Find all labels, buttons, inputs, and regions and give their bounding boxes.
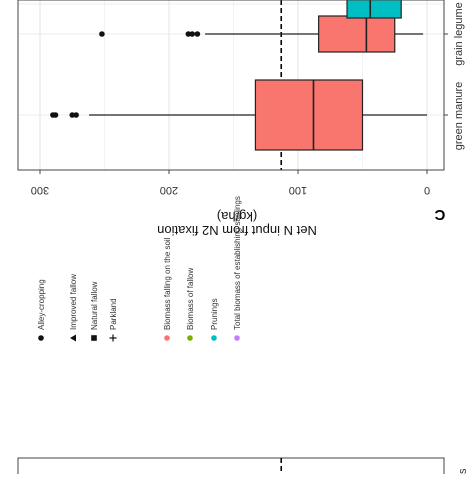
legend-color-label: Biomass of fallow xyxy=(186,268,195,330)
boxplot-green-manure xyxy=(50,79,427,151)
legend-color-swatch xyxy=(211,335,217,341)
legend-color-item: Biomass falling on the soil xyxy=(163,237,172,341)
legend-color-item: Biomass of fallow xyxy=(186,268,195,341)
panel-tag: C xyxy=(434,206,445,223)
legend-color-swatch xyxy=(164,335,170,341)
outlier-point xyxy=(194,31,201,37)
legend-color-swatch xyxy=(187,335,193,341)
legend-color-swatch xyxy=(234,335,240,341)
value-tick-label: 0 xyxy=(424,184,430,196)
legend-shape-label: Parkland xyxy=(109,298,118,330)
legend-shape-label: Improved fallow xyxy=(69,274,78,330)
legend-color-label: Biomass falling on the soil xyxy=(163,237,172,330)
legend-shape-circle: Alley-cropping xyxy=(37,279,46,341)
value-tick-label: 100 xyxy=(289,184,307,196)
outlier-point xyxy=(50,112,56,118)
outlier-point xyxy=(185,31,192,37)
legend-shape-square: Natural fallow xyxy=(90,281,99,341)
legend-triangle-symbol xyxy=(70,334,76,342)
legend-color-label: Total biomass of establishing saplings xyxy=(233,196,242,330)
legend-color-item: Total biomass of establishing saplings xyxy=(233,196,242,341)
legend-circle-symbol xyxy=(38,335,44,341)
legend-color-label: Prunings xyxy=(210,298,219,330)
cut-off-category-label: s xyxy=(457,468,469,474)
outlier-point xyxy=(189,31,196,37)
value-axis-unit: (kg/ha) xyxy=(217,209,257,224)
box xyxy=(346,0,402,19)
legend-color-item: Prunings xyxy=(210,298,219,341)
box xyxy=(318,15,396,53)
outlier-point xyxy=(99,31,105,37)
box xyxy=(254,79,364,151)
outlier-point xyxy=(73,112,79,118)
outlier-point xyxy=(69,112,76,118)
plot-border xyxy=(17,0,445,171)
boxplot-partial xyxy=(346,0,402,19)
legend-shape-plus: Parkland xyxy=(109,298,118,342)
value-tick-label: 200 xyxy=(160,184,178,196)
second-plot-border xyxy=(17,457,445,479)
value-axis-title: Net N input from N2 fixation xyxy=(157,223,317,238)
legend-shape-triangle: Improved fallow xyxy=(69,274,78,342)
legend-plus-symbol xyxy=(109,334,117,342)
legend-shape-label: Alley-cropping xyxy=(37,279,46,330)
legend-square-symbol xyxy=(91,335,97,341)
value-tick-label: 300 xyxy=(31,184,49,196)
category-label-green-manure: green manure xyxy=(453,82,465,151)
legend-shape-label: Natural fallow xyxy=(90,281,99,330)
category-label-grain-legume: grain legume xyxy=(453,2,465,66)
boxplot-grain-legume xyxy=(99,15,424,53)
